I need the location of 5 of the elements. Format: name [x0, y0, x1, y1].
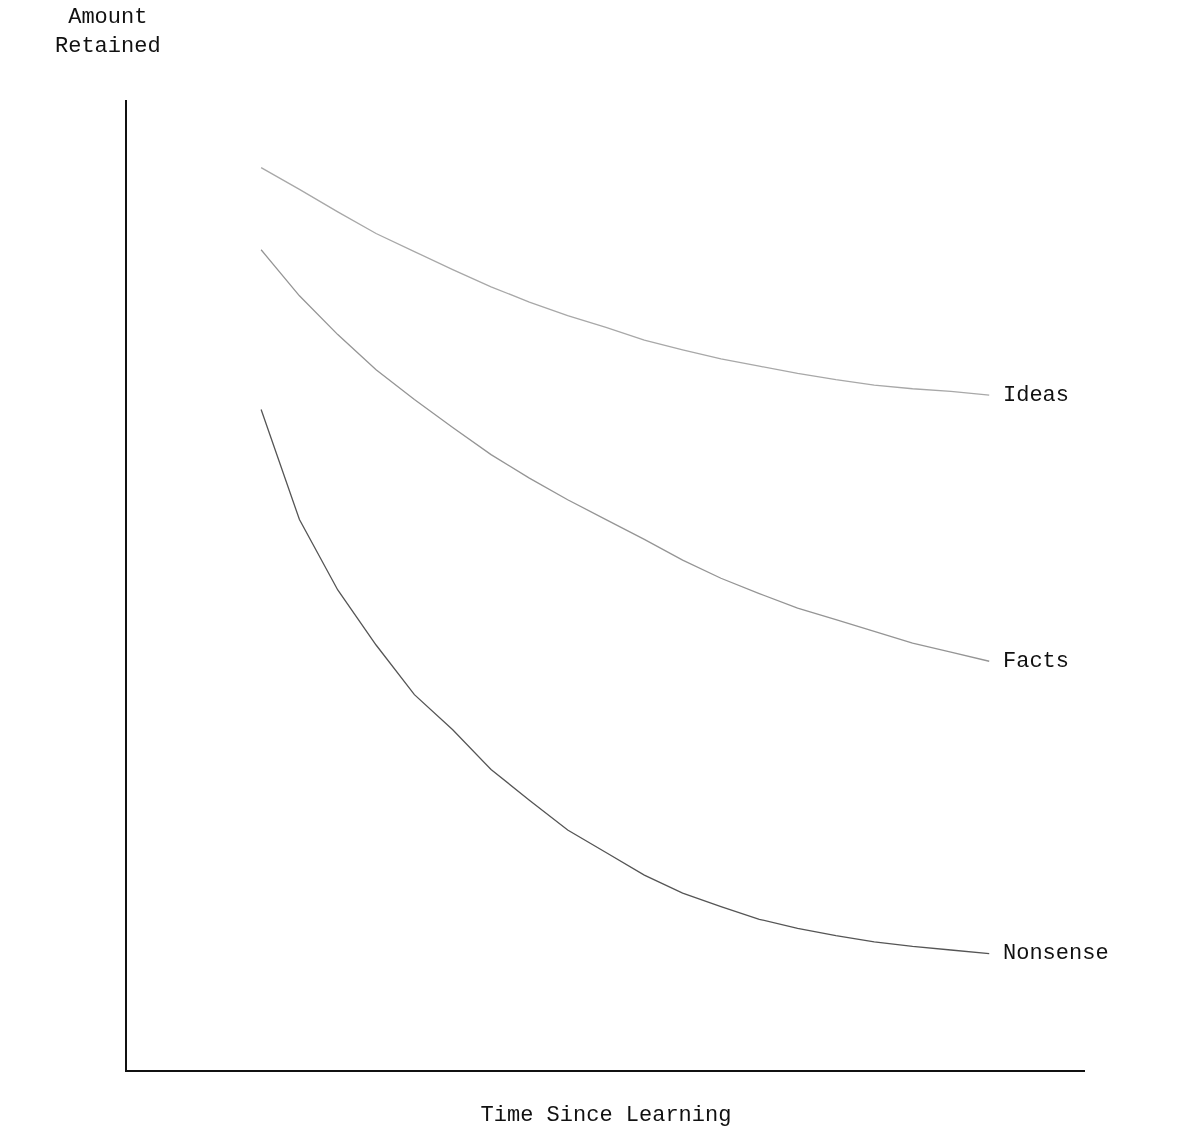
series-label: Ideas [1003, 383, 1070, 408]
series-label: Nonsense [1003, 941, 1109, 966]
y-axis-title: Amount Retained [55, 5, 161, 59]
x-axis-title: Time Since Learning [480, 1102, 732, 1128]
series-label: Facts [1003, 649, 1070, 674]
